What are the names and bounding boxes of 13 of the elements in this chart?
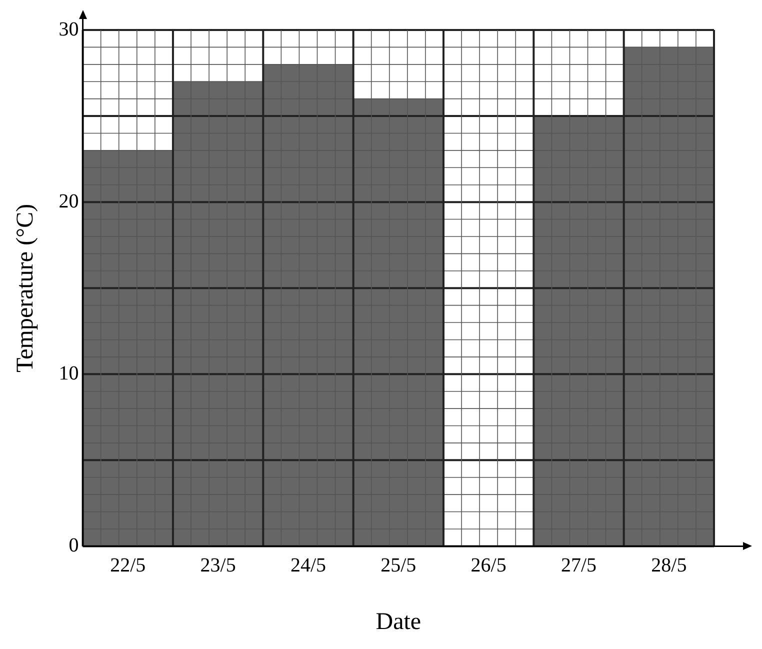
x-tick-label: 28/5 xyxy=(651,554,687,576)
x-tick-label: 26/5 xyxy=(470,554,506,576)
x-tick-label: 27/5 xyxy=(560,554,597,576)
y-tick-label: 0 xyxy=(68,534,79,556)
x-tick-label: 25/5 xyxy=(380,554,416,576)
x-tick-label: 24/5 xyxy=(290,554,326,576)
y-axis-title: Temperature (°C) xyxy=(12,204,39,372)
y-tick-label: 10 xyxy=(58,362,79,384)
x-tick-label: 22/5 xyxy=(110,554,146,576)
y-tick-label: 20 xyxy=(58,190,79,212)
y-tick-label: 30 xyxy=(58,18,79,40)
x-axis-title: Date xyxy=(376,608,422,635)
x-tick-label: 23/5 xyxy=(200,554,236,576)
